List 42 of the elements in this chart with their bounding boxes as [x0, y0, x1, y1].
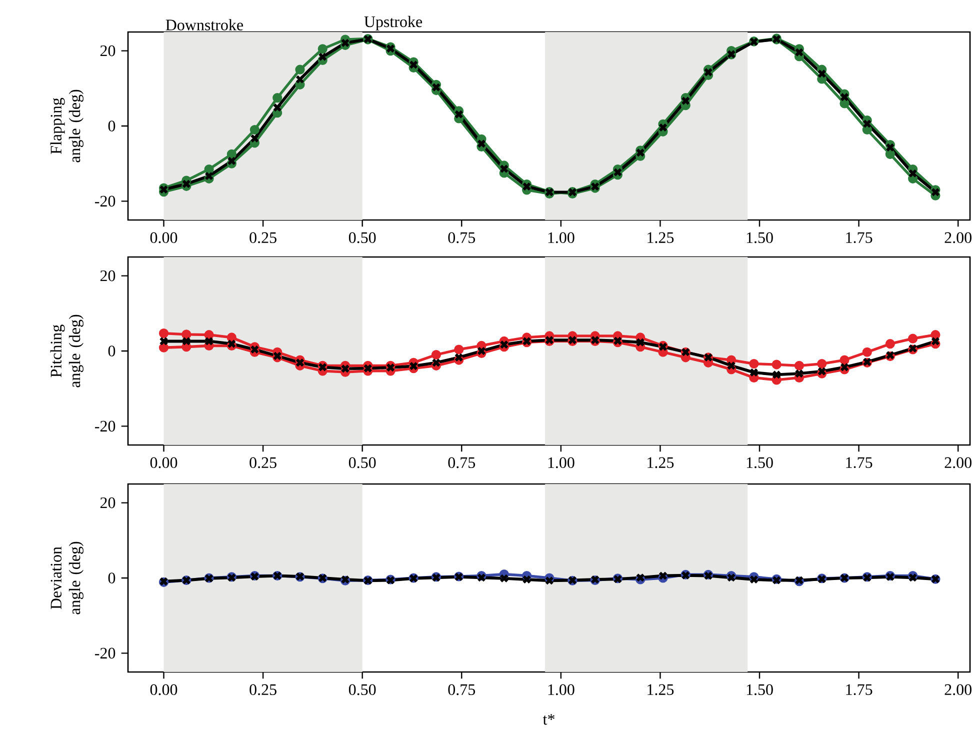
- x-tick-label: 1.50: [746, 457, 773, 468]
- x-tick-label: 2.00: [944, 232, 972, 244]
- y-axis-title: Deviation angle (deg): [50, 542, 84, 614]
- text: Downstroke: [166, 19, 243, 30]
- x-tick-label: 1.75: [846, 457, 872, 468]
- x-tick-label: 2.00: [944, 457, 972, 468]
- x-tick-label: 1.00: [548, 684, 574, 696]
- y-tick-label: 20: [100, 45, 116, 56]
- x-tick-label: 1.50: [746, 684, 773, 696]
- x-tick-label: 0.00: [150, 457, 178, 468]
- x-tick-label: 0.00: [150, 232, 178, 244]
- x-tick-label: 1.00: [548, 232, 574, 244]
- y-tick-label: 0: [108, 120, 116, 132]
- y-axis-title: Pitching angle (deg): [50, 314, 84, 388]
- x-tick-label: 0.50: [348, 232, 376, 244]
- y-tick-label: -20: [94, 196, 116, 207]
- x-tick-label: 1.00: [548, 457, 574, 468]
- x-tick-label: 0.25: [250, 684, 276, 696]
- x-tick-label: 0.50: [348, 684, 376, 696]
- y-tick-label: 20: [100, 270, 116, 282]
- y-axis-title: Flapping angle (deg): [50, 90, 84, 162]
- x-tick-label: 0.25: [250, 457, 276, 468]
- x-tick-label: 1.25: [648, 457, 674, 468]
- x-tick-label: 2.00: [944, 684, 972, 696]
- y-tick-label: 0: [108, 346, 116, 356]
- x-tick-label: 1.75: [846, 684, 872, 696]
- x-tick-label: 1.50: [746, 232, 773, 244]
- text: Upstroke: [364, 16, 422, 30]
- x-tick-label: 1.75: [846, 232, 872, 244]
- y-tick-label: -20: [94, 420, 116, 432]
- x-tick-label: 0.50: [348, 457, 376, 468]
- y-tick-label: -20: [94, 648, 116, 659]
- x-tick-label: 0.75: [448, 232, 476, 244]
- x-tick-label: 0.75: [448, 684, 476, 696]
- x-tick-label: 0.75: [448, 457, 476, 468]
- x-tick-label: 1.25: [648, 232, 674, 244]
- x-axis-title: t*: [542, 714, 554, 725]
- y-tick-label: 0: [108, 572, 116, 584]
- x-tick-label: 1.25: [648, 684, 674, 696]
- x-tick-label: 0.25: [250, 232, 276, 244]
- x-tick-label: 0.00: [150, 684, 178, 696]
- y-tick-label: 20: [100, 497, 116, 508]
